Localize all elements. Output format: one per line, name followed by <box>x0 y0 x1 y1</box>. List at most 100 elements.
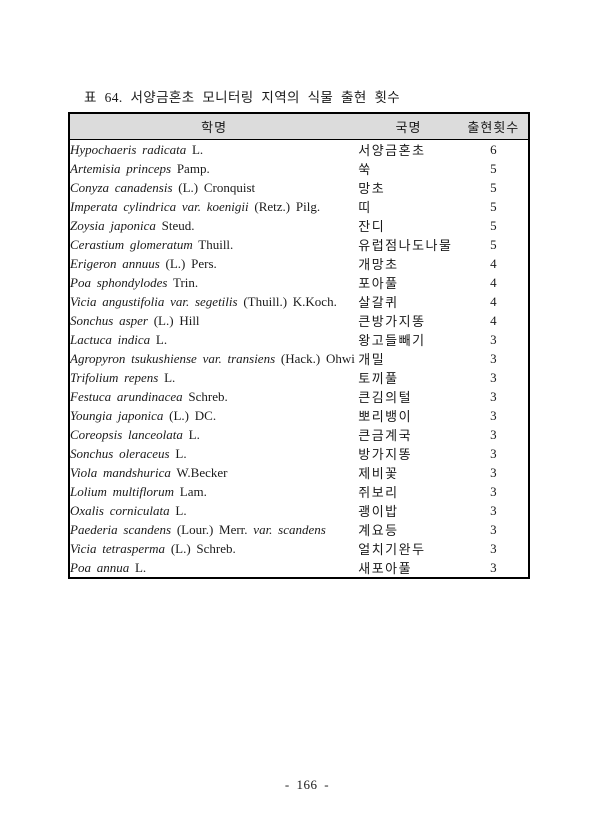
korean-name-cell: 큰방가지똥 <box>358 314 426 329</box>
scientific-name-cell: Lolium multiflorum Lam. <box>69 482 358 501</box>
scientific-name-cell: Coreopsis lanceolata L. <box>69 425 358 444</box>
author-abbreviation: (Lour.) Merr. <box>176 521 248 537</box>
scientific-name-cell: Poa sphondylodes Trin. <box>69 273 358 292</box>
korean-name-cell: 띠 <box>358 200 372 215</box>
scientific-name-cell: Zoysia japonica Steud. <box>69 216 358 235</box>
author-abbreviation: (Retz.) Pilg. <box>254 198 321 214</box>
author-abbreviation: L. <box>175 445 187 461</box>
scientific-name-italic: Lactuca indica <box>70 331 151 347</box>
scientific-name-italic: Paederia scandens <box>70 521 172 537</box>
scientific-name-cell: Cerastium glomeratum Thuill. <box>69 235 358 254</box>
korean-name-cell: 새포아풀 <box>358 561 413 576</box>
author-abbreviation: (L.) DC. <box>169 407 217 423</box>
table-header: 학명 국명 출현횟수 <box>69 113 529 140</box>
occurrence-count-cell: 4 <box>490 293 497 309</box>
korean-name-cell: 토끼풀 <box>358 371 399 386</box>
table-row: Viola mandshurica W.Becker 제비꽃 3 <box>69 463 529 482</box>
scientific-name-italic: Conyza canadensis <box>70 179 173 195</box>
korean-name-cell: 큰금계국 <box>358 428 413 443</box>
scientific-name-cell: Lactuca indica L. <box>69 330 358 349</box>
author-abbreviation: (Thuill.) K.Koch. <box>243 293 337 309</box>
author-abbreviation: L. <box>188 426 200 442</box>
column-header-occurrence-count: 출현횟수 <box>458 113 529 140</box>
scientific-name-italic: Agropyron tsukushiense var. transiens <box>70 350 276 366</box>
scientific-name-italic: Zoysia japonica <box>70 217 156 233</box>
table-row: Trifolium repens L. 토끼풀 3 <box>69 368 529 387</box>
occurrence-count-cell: 3 <box>490 483 497 499</box>
korean-name-cell: 얼치기완두 <box>358 542 426 557</box>
page-number: - 166 - <box>284 777 330 792</box>
table-row: Poa sphondylodes Trin. 포아풀 4 <box>69 273 529 292</box>
korean-name-cell: 살갈퀴 <box>358 295 399 310</box>
scientific-name-italic: Sonchus asper <box>70 312 148 328</box>
korean-name-cell: 계요등 <box>358 523 399 538</box>
author-abbreviation: Lam. <box>179 483 207 499</box>
korean-name-cell: 유럽점나도나물 <box>358 238 453 253</box>
korean-name-cell: 제비꽃 <box>358 466 399 481</box>
author-abbreviation: L. <box>155 331 168 347</box>
korean-name-cell: 서양금혼초 <box>358 143 426 158</box>
table-row: Lactuca indica L. 왕고들빼기 3 <box>69 330 529 349</box>
table-row: Paederia scandens (Lour.) Merr. var. sca… <box>69 520 529 539</box>
occurrence-count-cell: 3 <box>490 388 497 404</box>
occurrence-count-cell: 3 <box>490 521 497 537</box>
korean-name-cell: 개망초 <box>358 257 399 272</box>
korean-name-cell: 왕고들빼기 <box>358 333 426 348</box>
table-row: Conyza canadensis (L.) Cronquist 망초 5 <box>69 178 529 197</box>
korean-name-cell: 큰김의털 <box>358 390 413 405</box>
author-abbreviation: Trin. <box>172 274 199 290</box>
occurrence-count-cell: 3 <box>490 331 497 347</box>
author-abbreviation: Pamp. <box>176 160 210 176</box>
scientific-name-italic: Poa sphondylodes <box>70 274 168 290</box>
occurrence-count-cell: 3 <box>490 540 497 556</box>
author-abbreviation: (L.) Schreb. <box>170 540 236 556</box>
occurrence-count-cell: 3 <box>490 350 497 366</box>
author-abbreviation: Thuill. <box>198 236 234 252</box>
author-abbreviation: L. <box>134 559 147 575</box>
scientific-name-italic: Erigeron annuus <box>70 255 160 271</box>
occurrence-count-cell: 3 <box>490 426 497 442</box>
table-row: Lolium multiflorum Lam. 쥐보리 3 <box>69 482 529 501</box>
scientific-name-cell: Paederia scandens (Lour.) Merr. var. sca… <box>69 520 358 539</box>
scientific-name-cell: Sonchus asper (L.) Hill <box>69 311 358 330</box>
table-row: Oxalis corniculata L. 괭이밥 3 <box>69 501 529 520</box>
scientific-name-cell: Youngia japonica (L.) DC. <box>69 406 358 425</box>
korean-name-cell: 개밀 <box>358 352 386 367</box>
table-row: Sonchus asper (L.) Hill 큰방가지똥 4 <box>69 311 529 330</box>
table-row: Imperata cylindrica var. koenigii (Retz.… <box>69 197 529 216</box>
scientific-name-italic: Oxalis corniculata <box>70 502 170 518</box>
table-row: Erigeron annuus (L.) Pers. 개망초 4 <box>69 254 529 273</box>
occurrence-count-cell: 3 <box>490 445 497 461</box>
table-row: Hypochaeris radicata L. 서양금혼초 6 <box>69 140 529 160</box>
occurrence-count-cell: 5 <box>490 160 497 176</box>
table-row: Vicia angustifolia var. segetilis (Thuil… <box>69 292 529 311</box>
table-caption: 표 64. 서양금혼초 모니터링 지역의 식물 출현 횟수 <box>84 90 401 105</box>
scientific-name-italic: var. scandens <box>253 521 326 537</box>
occurrence-count-cell: 3 <box>490 464 497 480</box>
scientific-name-italic: Youngia japonica <box>70 407 164 423</box>
table-row: Cerastium glomeratum Thuill. 유럽점나도나물 5 <box>69 235 529 254</box>
scientific-name-italic: Viola mandshurica <box>70 464 171 480</box>
occurrence-count-cell: 5 <box>490 179 497 195</box>
column-header-scientific-name: 학명 <box>69 113 359 140</box>
scientific-name-cell: Artemisia princeps Pamp. <box>69 159 358 178</box>
scientific-name-cell: Hypochaeris radicata L. <box>69 140 358 160</box>
author-abbreviation: (Hack.) Ohwi <box>280 350 355 366</box>
scientific-name-italic: Trifolium repens <box>70 369 159 385</box>
occurrence-count-cell: 5 <box>490 236 497 252</box>
occurrence-count-cell: 3 <box>490 502 497 518</box>
occurrence-count-cell: 3 <box>490 559 497 575</box>
occurrence-count-cell: 3 <box>490 407 497 423</box>
scientific-name-cell: Vicia angustifolia var. segetilis (Thuil… <box>69 292 358 311</box>
table-body: Hypochaeris radicata L. 서양금혼초 6 Artemisia p… <box>69 140 529 579</box>
occurrence-count-cell: 4 <box>490 274 497 290</box>
scientific-name-italic: Vicia angustifolia var. segetilis <box>70 293 238 309</box>
scientific-name-italic: Cerastium glomeratum <box>70 236 193 252</box>
scientific-name-italic: Sonchus oleraceus <box>70 445 170 461</box>
occurrence-count-cell: 5 <box>490 198 497 214</box>
author-abbreviation: (L.) Hill <box>153 312 200 328</box>
scientific-name-cell: Conyza canadensis (L.) Cronquist <box>69 178 358 197</box>
author-abbreviation: (L.) Pers. <box>165 255 217 271</box>
korean-name-cell: 망초 <box>358 181 386 196</box>
